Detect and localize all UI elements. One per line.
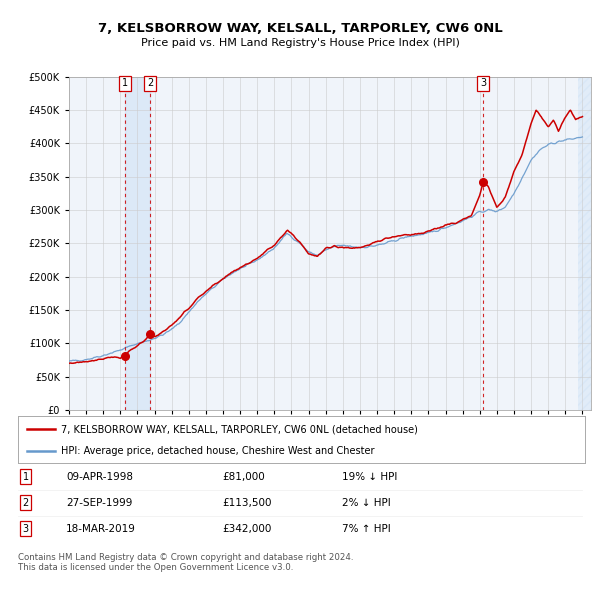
Text: HPI: Average price, detached house, Cheshire West and Chester: HPI: Average price, detached house, Ches… [61, 447, 374, 456]
Text: 2: 2 [23, 498, 29, 507]
Text: 1: 1 [23, 472, 29, 481]
Text: 19% ↓ HPI: 19% ↓ HPI [342, 472, 397, 481]
Text: £81,000: £81,000 [222, 472, 265, 481]
Text: 09-APR-1998: 09-APR-1998 [66, 472, 133, 481]
Text: 2: 2 [147, 78, 153, 88]
Text: 27-SEP-1999: 27-SEP-1999 [66, 498, 133, 507]
Text: Price paid vs. HM Land Registry's House Price Index (HPI): Price paid vs. HM Land Registry's House … [140, 38, 460, 48]
Bar [578, 77, 591, 410]
Text: 18-MAR-2019: 18-MAR-2019 [66, 524, 136, 533]
Text: 1: 1 [122, 78, 128, 88]
Text: 2% ↓ HPI: 2% ↓ HPI [342, 498, 391, 507]
Text: 3: 3 [23, 524, 29, 533]
Text: £342,000: £342,000 [222, 524, 271, 533]
Text: This data is licensed under the Open Government Licence v3.0.: This data is licensed under the Open Gov… [18, 563, 293, 572]
Bar [125, 77, 150, 410]
Text: 7, KELSBORROW WAY, KELSALL, TARPORLEY, CW6 0NL (detached house): 7, KELSBORROW WAY, KELSALL, TARPORLEY, C… [61, 424, 418, 434]
Text: £113,500: £113,500 [222, 498, 271, 507]
Text: 7, KELSBORROW WAY, KELSALL, TARPORLEY, CW6 0NL: 7, KELSBORROW WAY, KELSALL, TARPORLEY, C… [98, 22, 502, 35]
Text: Contains HM Land Registry data © Crown copyright and database right 2024.: Contains HM Land Registry data © Crown c… [18, 553, 353, 562]
Text: 3: 3 [480, 78, 487, 88]
Text: 7% ↑ HPI: 7% ↑ HPI [342, 524, 391, 533]
